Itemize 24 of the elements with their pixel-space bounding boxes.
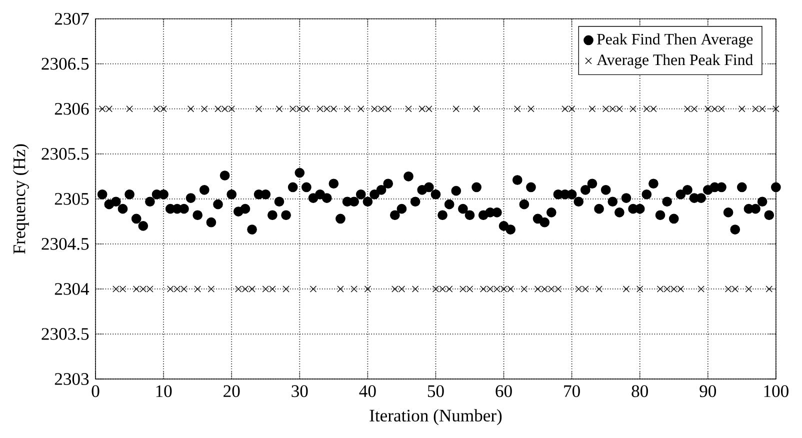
x-axis-title: Iteration (Number) <box>370 409 502 426</box>
y-tick-label: 2306 <box>54 102 89 115</box>
x-tick-label: 30 <box>292 385 308 398</box>
x-tick-label: 60 <box>496 385 512 398</box>
x-tick-label: 50 <box>428 385 444 398</box>
legend-label: Peak Find Then Average <box>597 33 753 48</box>
y-axis-title: Frequency (Hz) <box>12 144 29 254</box>
y-tick-label: 2305 <box>54 192 89 205</box>
x-tick-label: 80 <box>632 385 648 398</box>
y-tick-label: 2305.5 <box>42 148 89 160</box>
y-tick-label: 2303.5 <box>42 328 89 340</box>
y-tick-label: 2304 <box>54 283 90 295</box>
x-tick-label: 10 <box>156 385 172 398</box>
legend-label: Average Then Peak Find <box>596 54 753 68</box>
y-tick-label: 2306.5 <box>42 58 89 70</box>
y-tick-label: 2307 <box>54 12 89 25</box>
y-tick-label: 2304.5 <box>42 238 89 250</box>
x-tick-label: 90 <box>700 385 716 398</box>
x-tick-label: 100 <box>764 385 788 398</box>
y-tick-label: 2303 <box>54 373 89 385</box>
x-tick-label: 40 <box>359 385 376 398</box>
x-tick-label: 0 <box>92 385 100 398</box>
x-tick-label: 70 <box>564 385 580 398</box>
x-tick-label: 20 <box>224 385 240 398</box>
